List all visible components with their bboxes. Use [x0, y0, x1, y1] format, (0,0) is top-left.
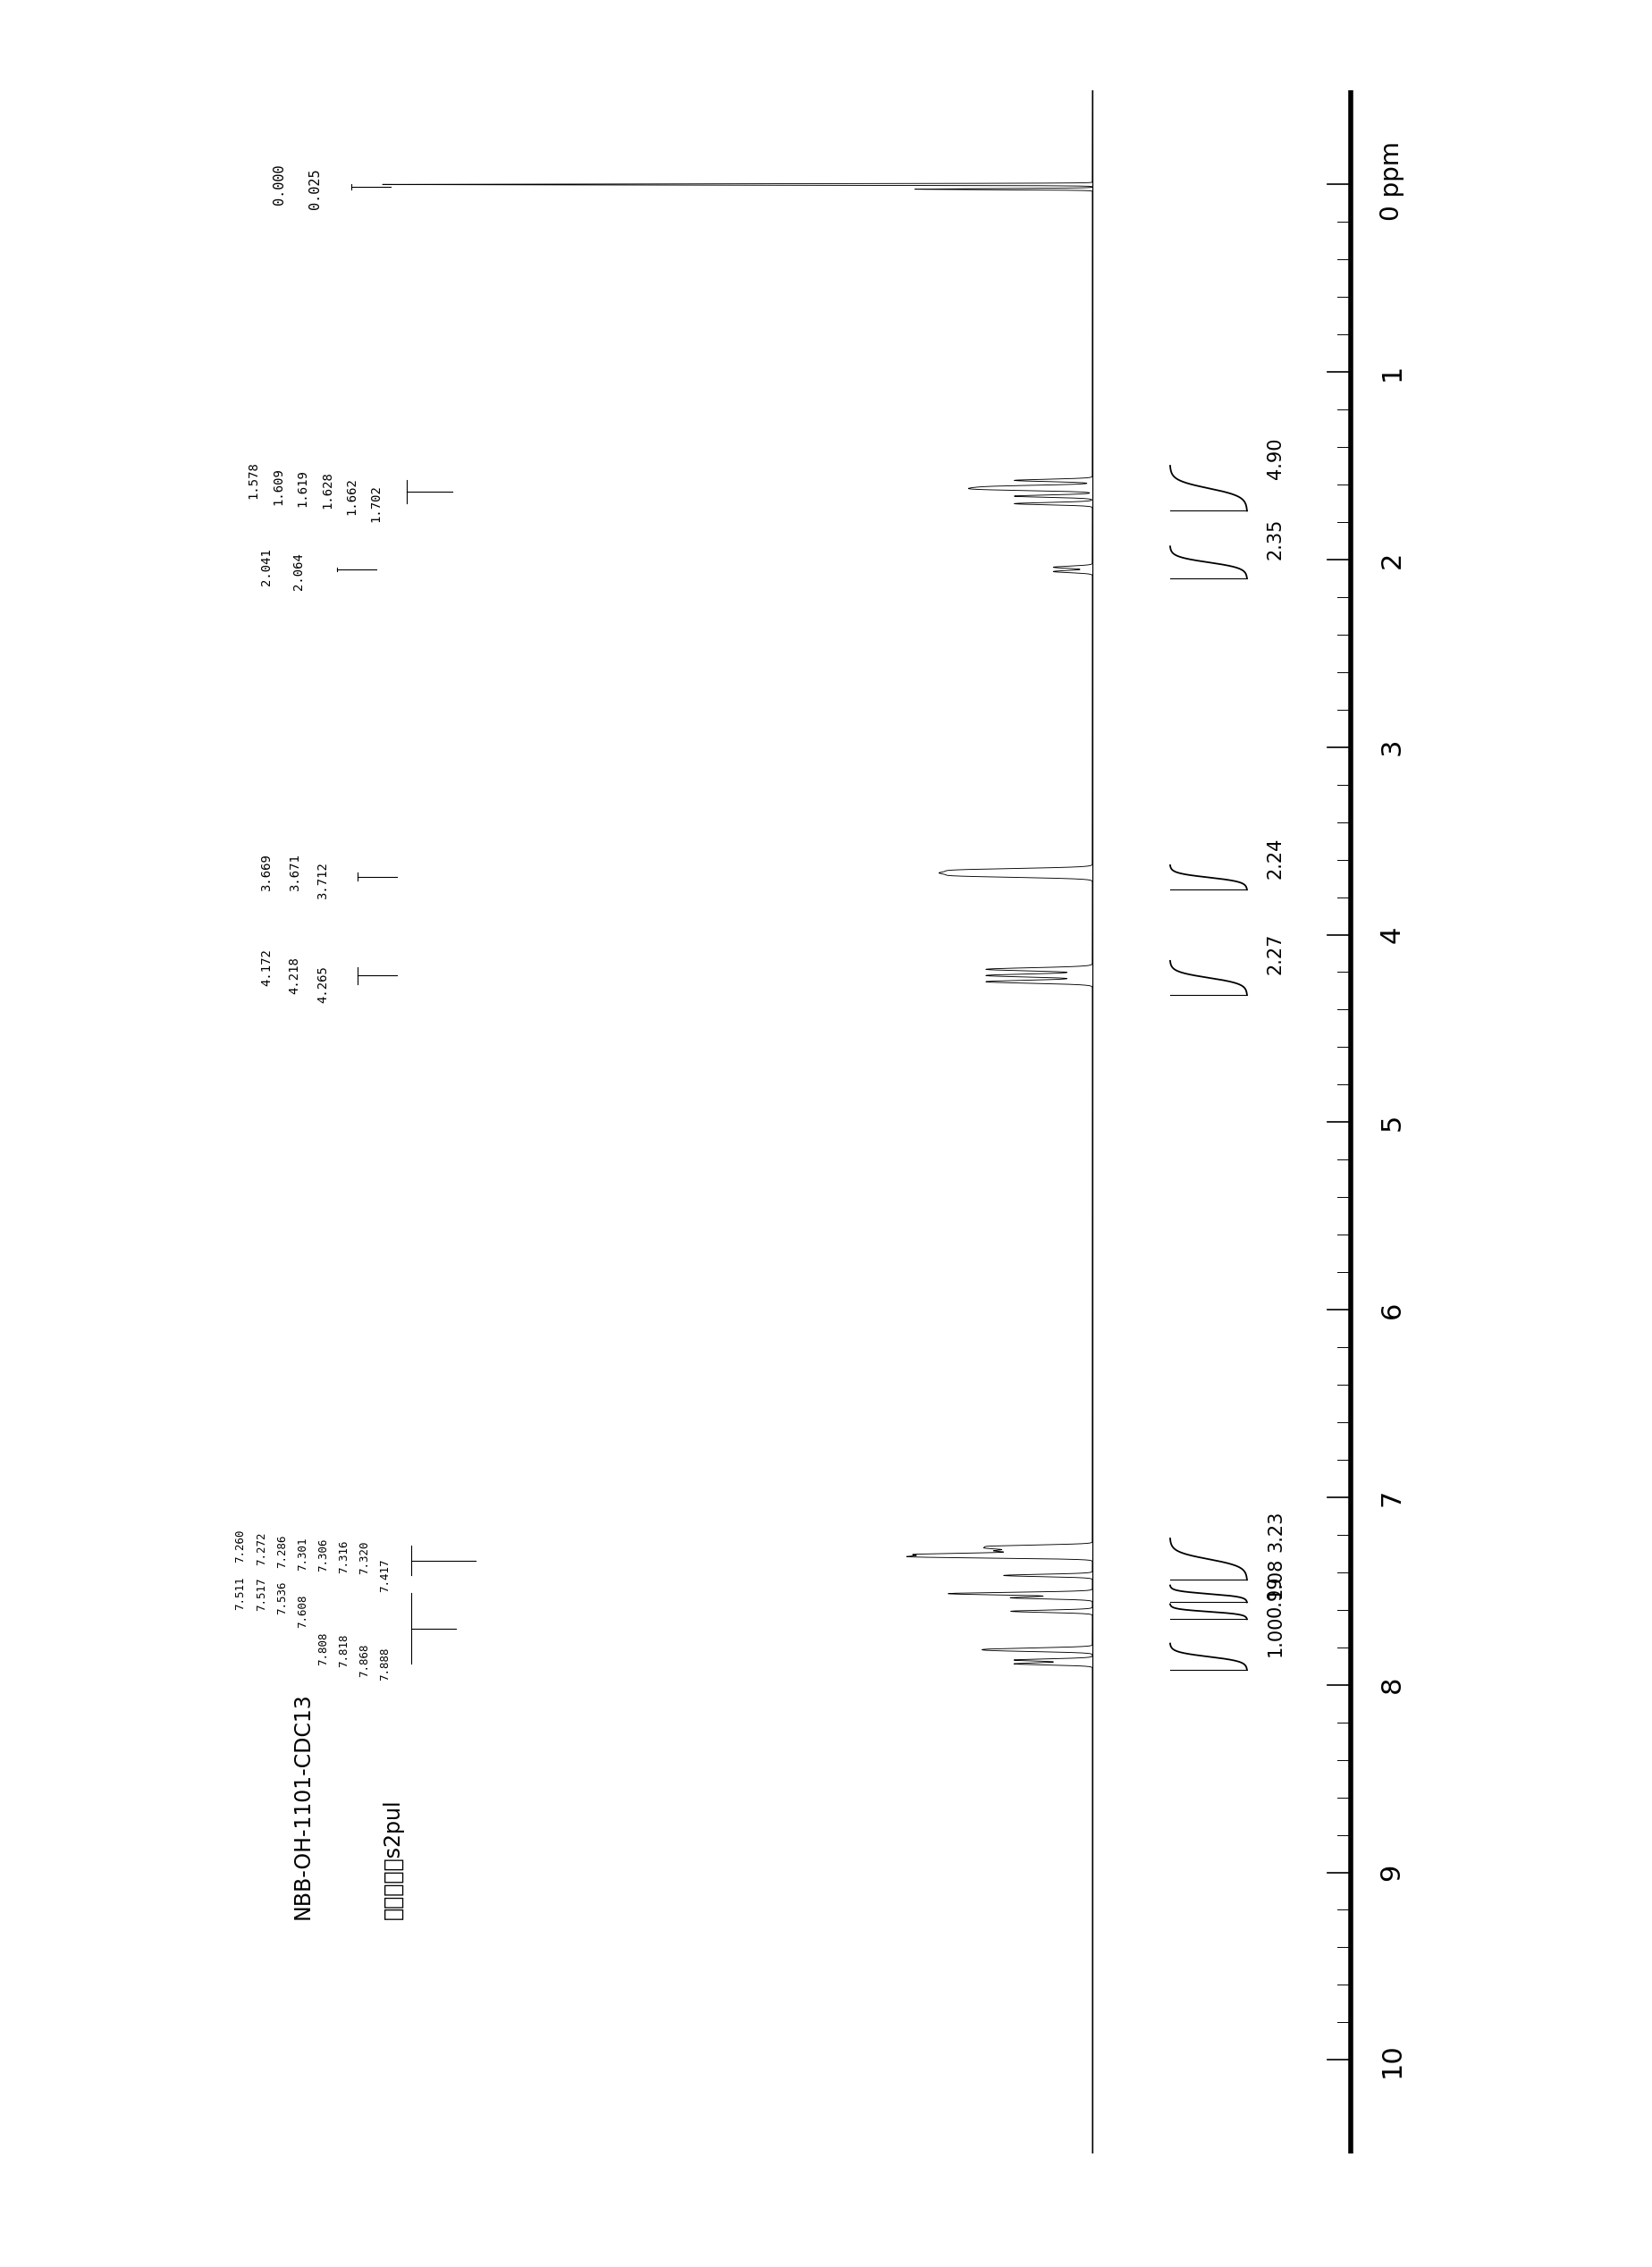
Text: 0 ppm: 0 ppm	[1379, 141, 1404, 220]
Text: 3: 3	[1379, 739, 1404, 755]
Text: 1.609: 1.609	[271, 467, 284, 506]
Text: 4.172: 4.172	[259, 948, 273, 986]
Text: 7.517: 7.517	[256, 1578, 268, 1612]
Text: 7: 7	[1379, 1489, 1404, 1505]
Text: 7.888: 7.888	[380, 1648, 392, 1680]
Text: 7.320: 7.320	[358, 1542, 370, 1573]
Text: 7.511: 7.511	[235, 1576, 246, 1610]
Text: 2.24: 2.24	[1267, 837, 1285, 877]
Text: 7.316: 7.316	[339, 1539, 350, 1573]
Text: 7.536: 7.536	[276, 1580, 287, 1614]
Text: 7.306: 7.306	[317, 1537, 329, 1571]
Text: 6: 6	[1379, 1301, 1404, 1319]
Text: 7.818: 7.818	[339, 1635, 350, 1669]
Text: 2: 2	[1379, 551, 1404, 569]
Text: 0.99: 0.99	[1267, 1576, 1285, 1616]
Text: 8: 8	[1379, 1675, 1404, 1693]
Text: 1.08: 1.08	[1267, 1557, 1285, 1598]
Text: 7.301: 7.301	[297, 1537, 309, 1571]
Text: 1.619: 1.619	[296, 469, 309, 508]
Text: 2.35: 2.35	[1267, 519, 1285, 560]
Text: 7.417: 7.417	[380, 1560, 392, 1591]
Text: 10: 10	[1379, 2043, 1404, 2077]
Text: 3.23: 3.23	[1267, 1510, 1285, 1551]
Text: 7.808: 7.808	[317, 1632, 329, 1666]
Text: 脉冲序列：s2pul: 脉冲序列：s2pul	[383, 1800, 405, 1920]
Text: 4.218: 4.218	[289, 957, 301, 995]
Text: 1.662: 1.662	[345, 478, 358, 515]
Text: 4.265: 4.265	[317, 966, 329, 1002]
Text: 4: 4	[1379, 925, 1404, 943]
Text: 3.671: 3.671	[289, 855, 301, 891]
Text: 0.000: 0.000	[273, 163, 286, 204]
Text: 7.260: 7.260	[235, 1530, 246, 1562]
Text: 0.025: 0.025	[309, 168, 322, 209]
Text: NBB-OH-1101-CDC13: NBB-OH-1101-CDC13	[292, 1693, 314, 1920]
Text: 7.286: 7.286	[276, 1535, 287, 1569]
Text: 2.041: 2.041	[259, 549, 273, 585]
Text: 2.27: 2.27	[1267, 932, 1285, 975]
Text: 9: 9	[1379, 1863, 1404, 1882]
Text: 2.064: 2.064	[292, 553, 306, 589]
Text: 1: 1	[1379, 363, 1404, 381]
Text: 5: 5	[1379, 1113, 1404, 1131]
Text: 3.712: 3.712	[317, 861, 329, 900]
Text: 4.90: 4.90	[1267, 438, 1285, 478]
Text: 7.608: 7.608	[297, 1594, 309, 1628]
Text: 3.669: 3.669	[259, 855, 273, 891]
Text: 7.272: 7.272	[256, 1532, 268, 1564]
Text: 1.578: 1.578	[248, 462, 259, 499]
Text: 1.00: 1.00	[1267, 1616, 1285, 1657]
Text: 1.702: 1.702	[370, 485, 382, 521]
Text: 1.628: 1.628	[320, 472, 334, 508]
Text: 7.868: 7.868	[358, 1644, 370, 1678]
